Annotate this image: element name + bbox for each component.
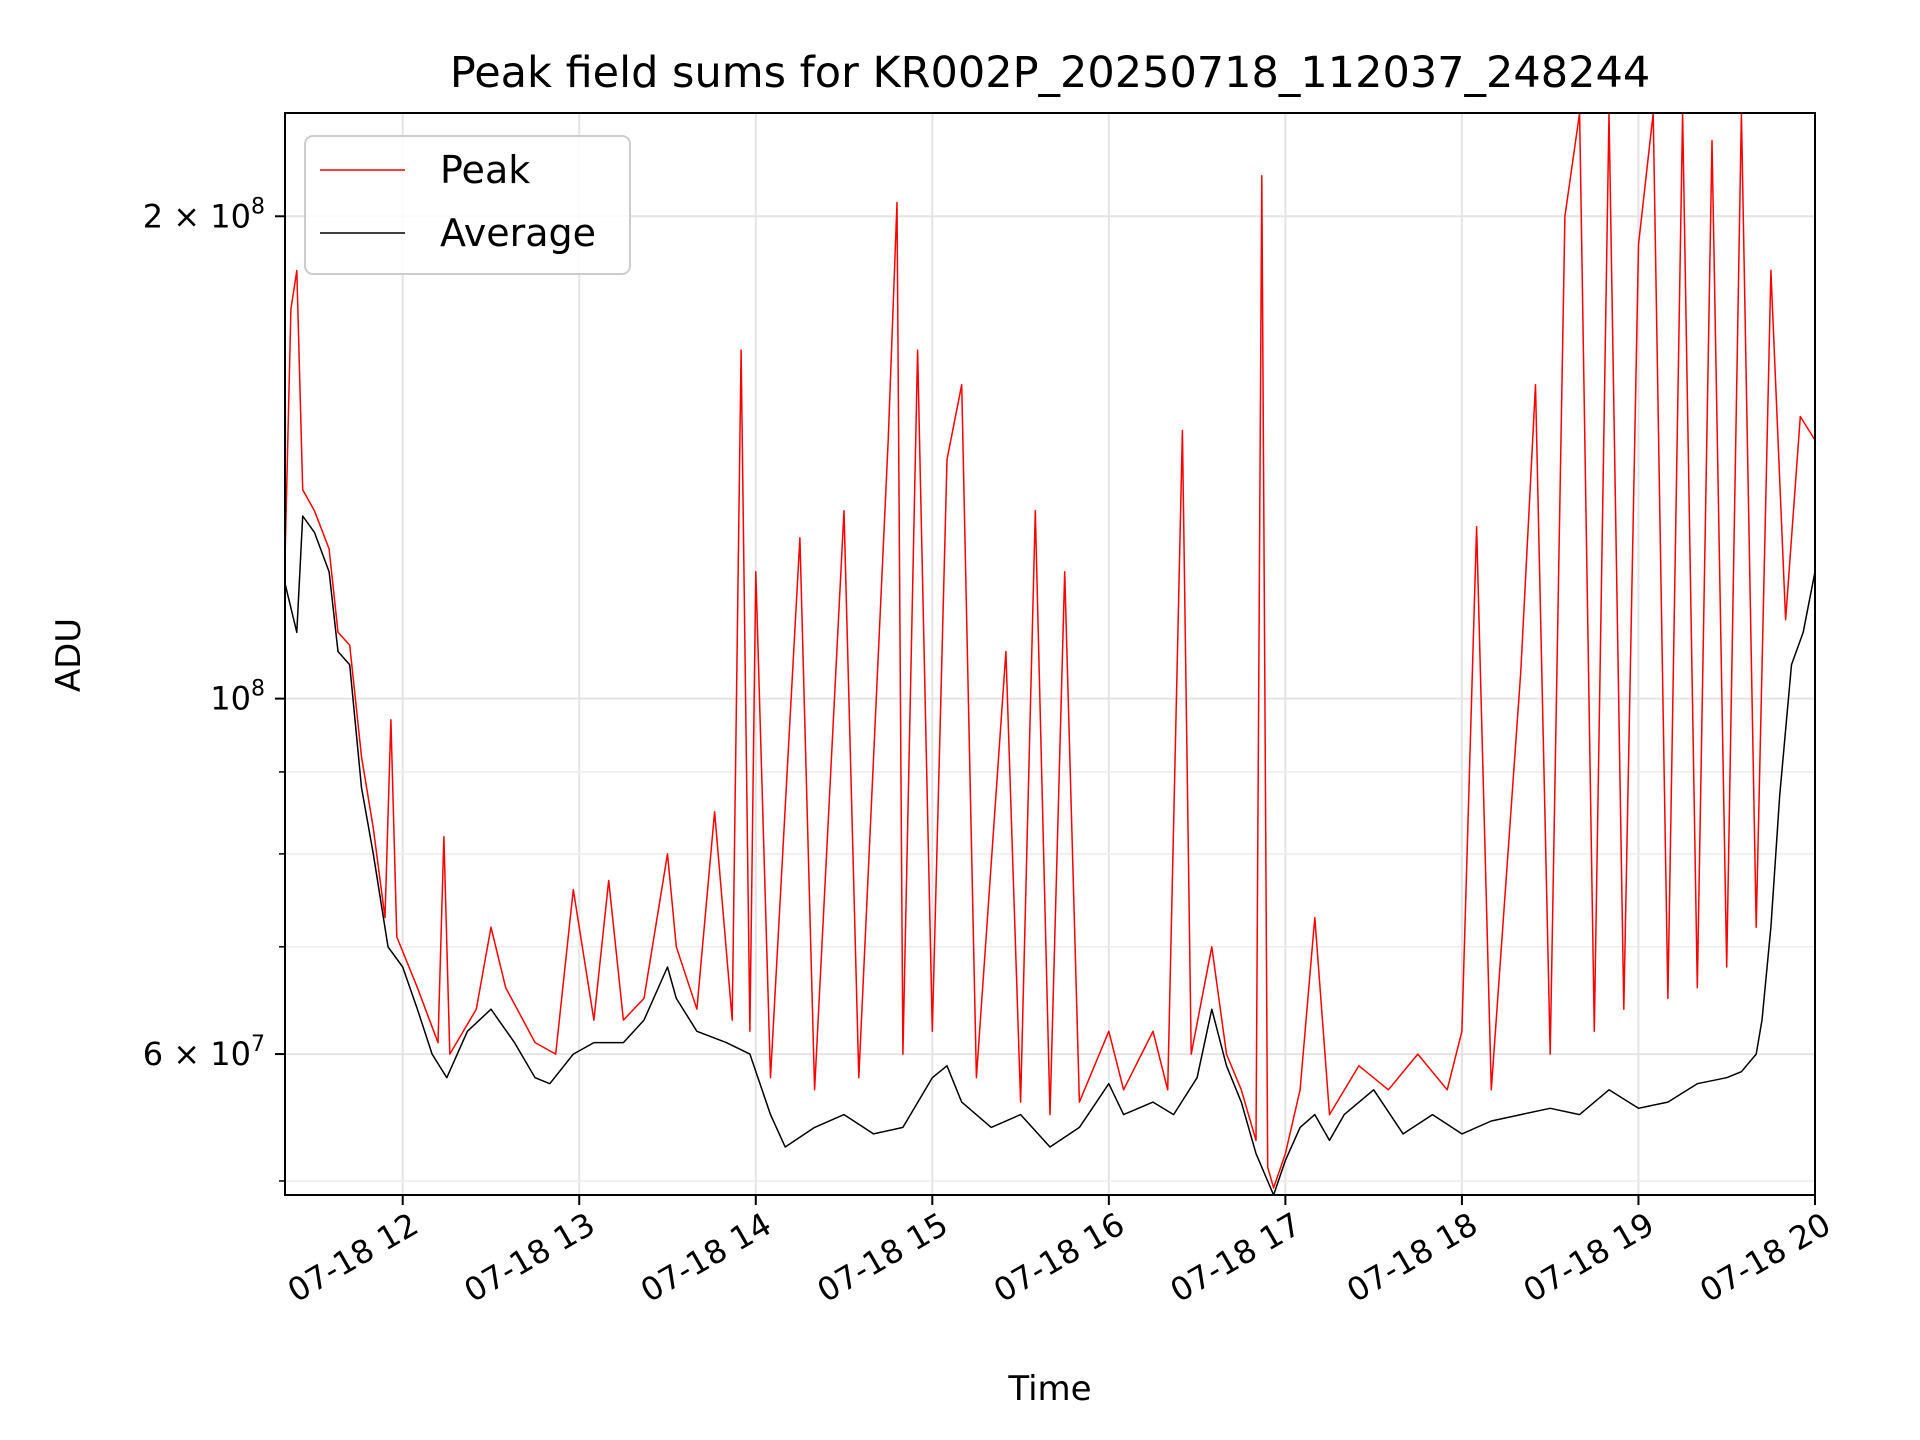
legend-label-peak: Peak: [440, 148, 530, 192]
plot-frame: [284, 112, 1816, 1196]
x-axis-title: Time: [1007, 1369, 1091, 1409]
chart-title: Peak field sums for KR002P_20250718_1120…: [450, 48, 1650, 98]
series-line-peak: [284, 112, 1816, 1189]
series-line-average: [284, 515, 1816, 1196]
y-axis-title: ADU: [49, 618, 89, 692]
legend-label-average: Average: [440, 211, 596, 255]
series-layer: [284, 112, 1816, 1196]
y-tick-label: 108: [210, 677, 265, 718]
y-tick-label: 2 × 108: [143, 194, 265, 235]
y-tick-label: 6 × 107: [143, 1032, 265, 1073]
legend: Peak Average: [304, 135, 631, 275]
